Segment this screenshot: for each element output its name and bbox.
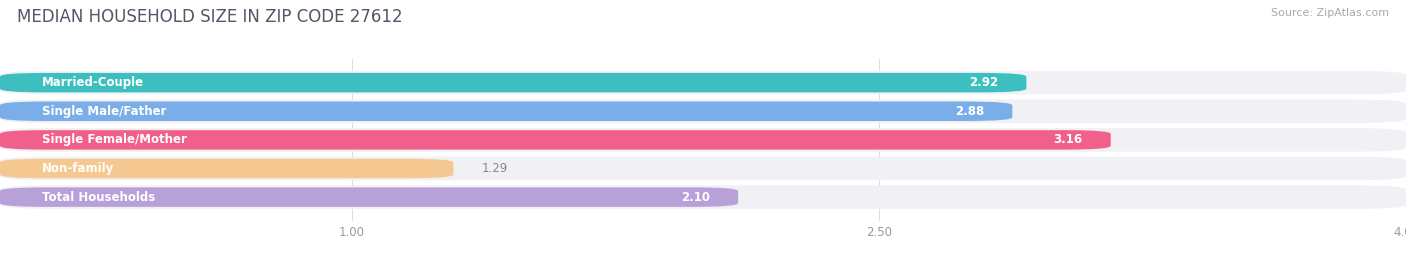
Text: Source: ZipAtlas.com: Source: ZipAtlas.com (1271, 8, 1389, 18)
FancyBboxPatch shape (0, 128, 1406, 152)
Text: 3.16: 3.16 (1053, 133, 1083, 146)
FancyBboxPatch shape (0, 159, 453, 178)
FancyBboxPatch shape (0, 73, 1026, 92)
FancyBboxPatch shape (0, 71, 1406, 94)
FancyBboxPatch shape (0, 130, 1111, 150)
Text: 2.10: 2.10 (681, 191, 710, 204)
Text: 2.88: 2.88 (955, 105, 984, 118)
FancyBboxPatch shape (0, 101, 1012, 121)
FancyBboxPatch shape (0, 187, 738, 207)
Text: 2.92: 2.92 (969, 76, 998, 89)
Text: 1.29: 1.29 (482, 162, 508, 175)
Text: Single Female/Mother: Single Female/Mother (42, 133, 187, 146)
FancyBboxPatch shape (0, 100, 1406, 123)
Text: Single Male/Father: Single Male/Father (42, 105, 167, 118)
Text: Non-family: Non-family (42, 162, 114, 175)
Text: MEDIAN HOUSEHOLD SIZE IN ZIP CODE 27612: MEDIAN HOUSEHOLD SIZE IN ZIP CODE 27612 (17, 8, 402, 26)
FancyBboxPatch shape (0, 185, 1406, 209)
FancyBboxPatch shape (0, 157, 1406, 180)
Text: Married-Couple: Married-Couple (42, 76, 145, 89)
Text: Total Households: Total Households (42, 191, 156, 204)
